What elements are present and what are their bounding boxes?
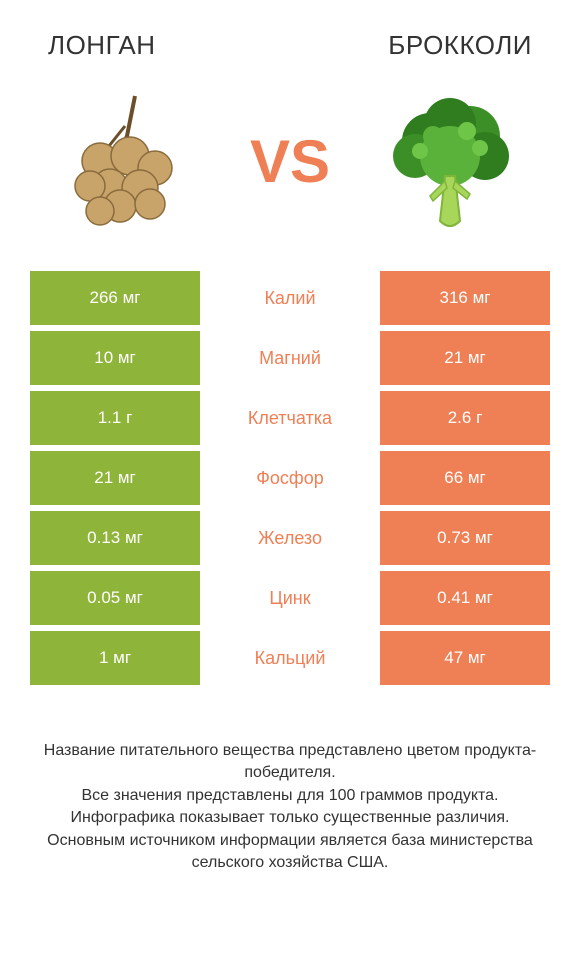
right-value: 316 мг [380, 271, 550, 325]
left-value: 266 мг [30, 271, 200, 325]
right-value: 0.73 мг [380, 511, 550, 565]
right-value: 21 мг [380, 331, 550, 385]
left-value: 0.05 мг [30, 571, 200, 625]
nutrient-row: 266 мгКалий316 мг [30, 271, 550, 325]
footer-line-2: Все значения представлены для 100 граммо… [40, 785, 540, 807]
left-value: 0.13 мг [30, 511, 200, 565]
nutrient-row: 0.05 мгЦинк0.41 мг [30, 571, 550, 625]
left-value: 1 мг [30, 631, 200, 685]
nutrient-label: Цинк [200, 588, 380, 609]
nutrient-row: 1.1 гКлетчатка2.6 г [30, 391, 550, 445]
right-value: 0.41 мг [380, 571, 550, 625]
nutrient-rows: 266 мгКалий316 мг10 мгМагний21 мг1.1 гКл… [30, 271, 550, 685]
right-value: 66 мг [380, 451, 550, 505]
nutrient-row: 0.13 мгЖелезо0.73 мг [30, 511, 550, 565]
nutrient-row: 21 мгФосфор66 мг [30, 451, 550, 505]
nutrient-label: Железо [200, 528, 380, 549]
broccoli-illustration [375, 86, 525, 236]
footer-line-1: Название питательного вещества представл… [40, 740, 540, 785]
left-value: 10 мг [30, 331, 200, 385]
nutrient-label: Кальций [200, 648, 380, 669]
nutrient-label: Магний [200, 348, 380, 369]
footer-line-3: Инфографика показывает только существенн… [40, 807, 540, 829]
nutrient-label: Калий [200, 288, 380, 309]
left-value: 21 мг [30, 451, 200, 505]
right-value: 2.6 г [380, 391, 550, 445]
footer-line-4: Основным источником информации является … [40, 830, 540, 875]
titles-row: ЛОНГАН БРОККОЛИ [30, 30, 550, 61]
nutrient-row: 10 мгМагний21 мг [30, 331, 550, 385]
vs-label: VS [250, 127, 330, 196]
nutrient-label: Фосфор [200, 468, 380, 489]
nutrient-row: 1 мгКальций47 мг [30, 631, 550, 685]
left-title: ЛОНГАН [48, 30, 156, 61]
left-value: 1.1 г [30, 391, 200, 445]
right-value: 47 мг [380, 631, 550, 685]
longan-illustration [55, 86, 205, 236]
hero-row: VS [30, 86, 550, 236]
footer-notes: Название питательного вещества представл… [30, 740, 550, 874]
nutrient-label: Клетчатка [200, 408, 380, 429]
right-title: БРОККОЛИ [388, 30, 532, 61]
